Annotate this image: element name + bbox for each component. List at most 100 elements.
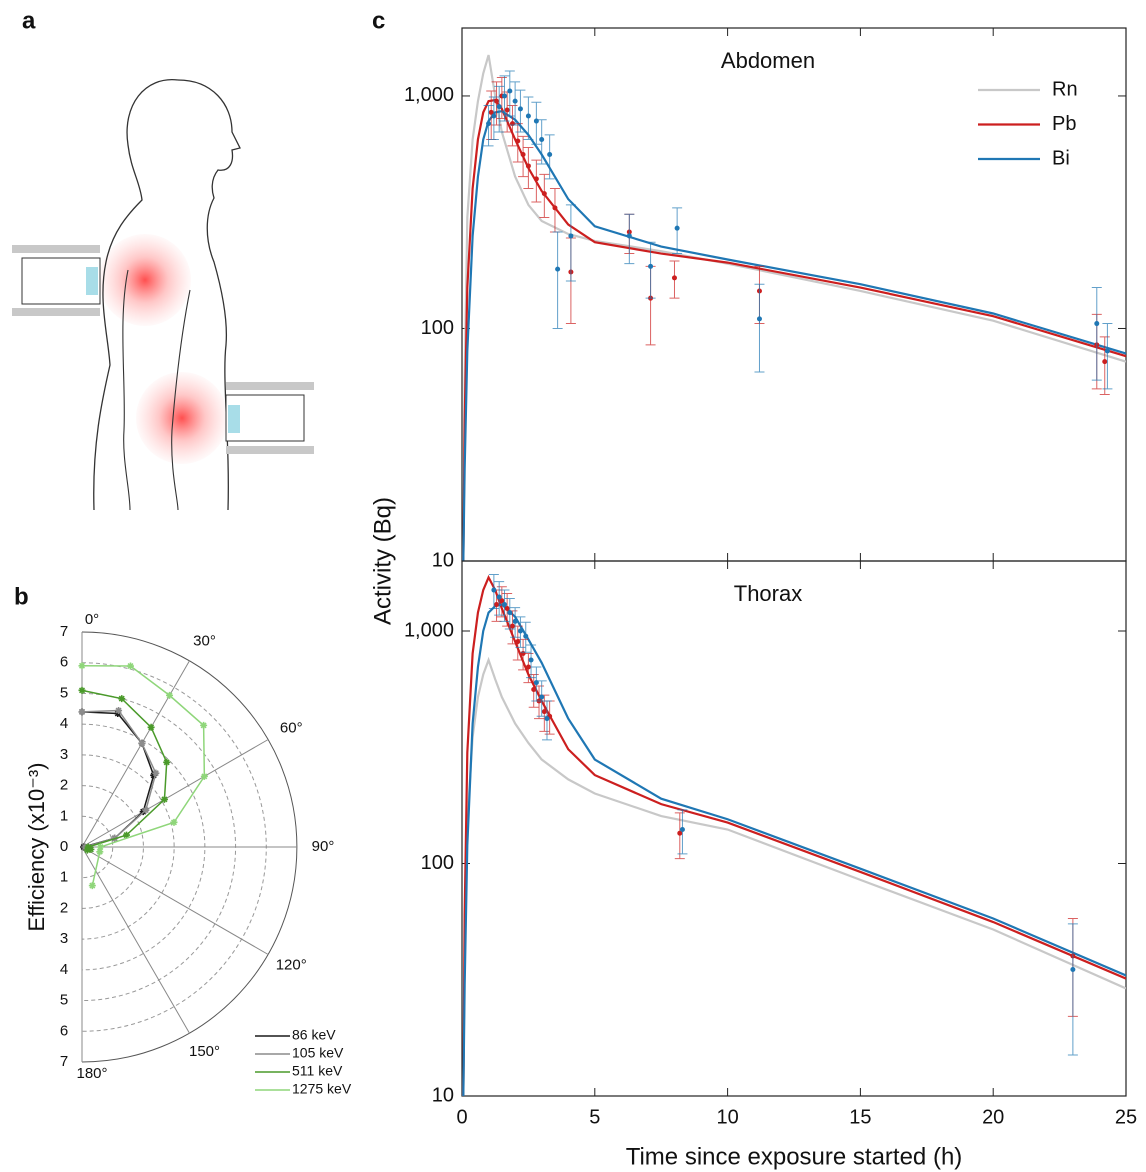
data-point (515, 138, 521, 144)
model-curve (462, 603, 1126, 1096)
data-point (531, 687, 537, 693)
model-curve (462, 656, 1126, 1096)
data-point (1102, 359, 1108, 365)
plot-frame (461, 27, 1127, 562)
data-point (533, 176, 539, 182)
r-tick-label: 0 (60, 838, 68, 855)
angle-tick-label: 150° (189, 1043, 220, 1060)
legend-label: Bi (1052, 147, 1070, 169)
data-point (552, 205, 558, 211)
data-point (544, 716, 550, 722)
r-tick-label: 1 (60, 807, 68, 824)
marker (123, 831, 131, 839)
marker (88, 882, 96, 890)
x-tick-label: 0 (456, 1106, 467, 1128)
error-bar (1091, 287, 1102, 381)
marker (84, 843, 92, 851)
source-glow (136, 372, 228, 464)
r-tick-label: 5 (60, 992, 68, 1009)
marker (115, 707, 123, 715)
angle-grid (81, 660, 190, 848)
legend-label: 511 keV (292, 1063, 343, 1079)
chart-title: Abdomen (721, 48, 815, 73)
data-point (491, 113, 497, 119)
data-point (528, 657, 534, 663)
body-diagram (12, 79, 314, 511)
source-glow (99, 234, 191, 326)
data-point (1104, 348, 1110, 354)
marker (96, 843, 104, 851)
r-tick-label: 1 (60, 869, 68, 886)
panel-label: c (372, 7, 385, 34)
detector-crystal (228, 405, 240, 433)
data-point (512, 618, 518, 624)
data-point (525, 163, 531, 169)
data-point (674, 225, 680, 231)
data-point (547, 152, 553, 158)
r-tick-label: 7 (60, 1053, 68, 1070)
data-point (499, 598, 505, 604)
data-point (517, 106, 523, 112)
r-tick-label: 6 (60, 1022, 68, 1039)
legend-label: 1275 keV (292, 1081, 352, 1097)
marker (200, 721, 208, 729)
y-tick-label: 10 (432, 1084, 454, 1106)
marker (83, 846, 91, 854)
error-bar (624, 213, 635, 265)
detector-shield (226, 382, 314, 390)
legend-label: Pb (1052, 113, 1076, 135)
data-point (504, 605, 510, 611)
data-point (494, 601, 500, 607)
data-point (501, 601, 507, 607)
y-tick-label: 10 (432, 549, 454, 571)
body-outline (93, 79, 179, 511)
model-curve (462, 98, 1126, 561)
error-bar (1099, 336, 1110, 396)
legend-label: Rn (1052, 78, 1078, 100)
y-tick-label: 100 (421, 317, 454, 339)
error-bar (1102, 323, 1113, 390)
x-tick-label: 20 (982, 1106, 1004, 1128)
r-tick-label: 5 (60, 684, 68, 701)
marker (200, 772, 208, 780)
data-point (520, 152, 526, 158)
y-tick-label: 1,000 (404, 619, 454, 641)
error-bar (674, 812, 685, 860)
error-bar (552, 231, 563, 329)
data-point (491, 587, 497, 593)
data-point (517, 628, 523, 634)
marker (147, 723, 155, 731)
marker (78, 708, 86, 716)
marker (138, 739, 146, 747)
marker (163, 758, 171, 766)
marker (78, 686, 86, 694)
data-point (541, 709, 547, 715)
legend-label: 105 keV (292, 1045, 344, 1061)
marker (118, 695, 126, 703)
detector-shield (12, 308, 100, 316)
r-tick-label: 2 (60, 777, 68, 794)
detector-shield (12, 245, 100, 253)
data-point (679, 827, 685, 833)
angle-tick-label: 120° (276, 956, 307, 973)
data-point (555, 266, 561, 272)
data-point (523, 633, 529, 639)
body-outline (177, 79, 241, 511)
r-tick-label: 4 (60, 961, 68, 978)
marker (96, 848, 104, 856)
error-bar (499, 75, 510, 122)
marker (152, 769, 160, 777)
angle-grid (81, 846, 269, 955)
angle-tick-label: 30° (193, 633, 216, 650)
data-point (507, 610, 513, 616)
data-point (1070, 967, 1076, 973)
data-point (648, 263, 654, 269)
data-point (1094, 321, 1100, 327)
arm-outline (171, 289, 191, 511)
r-tick-label: 6 (60, 654, 68, 671)
angle-tick-label: 60° (280, 719, 303, 736)
panel-label: b (14, 583, 29, 610)
data-point (501, 93, 507, 99)
chart-title: Thorax (734, 581, 802, 606)
